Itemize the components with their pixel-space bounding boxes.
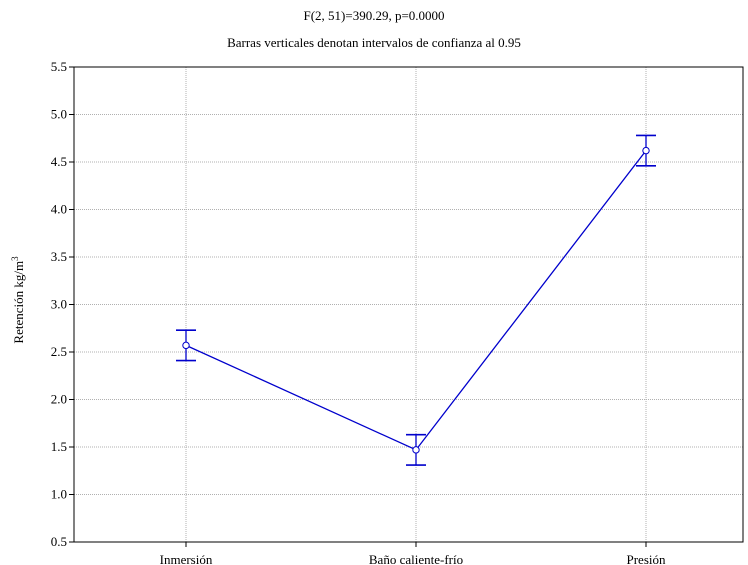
plot-frame [73, 66, 744, 543]
grid [74, 67, 743, 542]
x-ticks: Inmersión Baño caliente-frío Presión [160, 542, 666, 565]
chart-title: F(2, 51)=390.29, p=0.0000 [303, 8, 444, 23]
y-axis-label-text: Retención kg/m [11, 261, 26, 344]
y-tick-label: 2.0 [51, 392, 67, 407]
y-tick-label: 5.5 [51, 59, 67, 74]
y-axis-label: Retención kg/m3 [10, 256, 26, 344]
chart-subtitle: Barras verticales denotan intervalos de … [227, 35, 521, 50]
data-point [642, 146, 650, 155]
y-tick-label: 5.0 [51, 107, 67, 122]
y-axis-label-superscript: 3 [10, 256, 20, 261]
y-tick-label: 1.0 [51, 487, 67, 502]
y-tick-label: 3.0 [51, 297, 67, 312]
x-tick-label: Baño caliente-frío [369, 552, 463, 565]
y-tick-label: 3.5 [51, 249, 67, 264]
y-tick-label: 0.5 [51, 534, 67, 549]
y-ticks: 0.5 1.0 1.5 2.0 2.5 3.0 3.5 4.0 4.5 5.0 5.5 [51, 59, 74, 549]
series [176, 134, 656, 466]
y-tick-label: 4.0 [51, 202, 67, 217]
x-tick-label: Presión [627, 552, 667, 565]
y-tick-label: 2.5 [51, 344, 67, 359]
y-tick-label: 4.5 [51, 154, 67, 169]
y-tick-label: 1.5 [51, 439, 67, 454]
data-point [182, 341, 190, 350]
data-point [412, 446, 420, 454]
x-tick-label: Inmersión [160, 552, 213, 565]
